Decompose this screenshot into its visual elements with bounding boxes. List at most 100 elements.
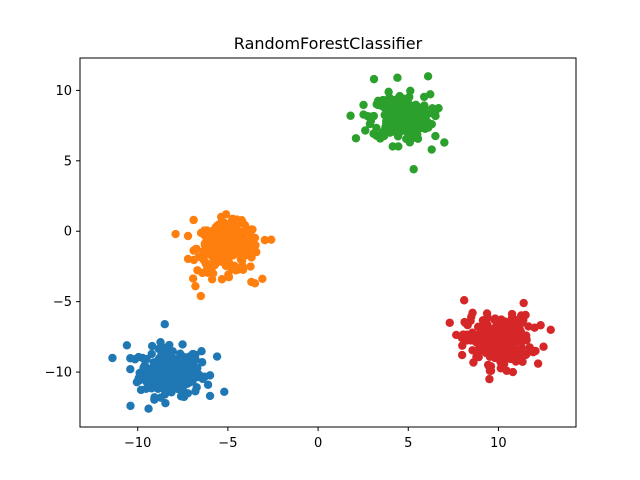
y-tick-label: 5: [64, 154, 72, 169]
data-point: [399, 123, 408, 132]
data-point: [143, 373, 152, 382]
data-point: [380, 103, 389, 113]
data-point: [539, 342, 548, 351]
data-point: [138, 353, 147, 363]
data-point: [250, 279, 260, 288]
data-point: [230, 264, 239, 274]
data-point: [394, 142, 403, 151]
data-point: [258, 274, 267, 283]
data-point: [162, 365, 172, 374]
data-point: [194, 252, 204, 262]
data-point: [376, 134, 385, 143]
data-point: [196, 291, 206, 301]
data-point: [499, 359, 509, 369]
series-3: [445, 296, 555, 384]
data-point: [490, 324, 499, 333]
x-tick-label: 0: [314, 436, 322, 451]
data-point: [188, 274, 198, 283]
data-point: [520, 335, 530, 345]
data-point: [484, 337, 494, 346]
points-layer: [108, 72, 555, 413]
data-point: [170, 379, 180, 389]
x-axis: −10 −5 0 5 10: [124, 427, 507, 451]
data-point: [152, 379, 161, 388]
data-point: [485, 366, 495, 375]
data-point: [159, 384, 169, 394]
data-point: [407, 120, 416, 129]
data-point: [232, 215, 242, 224]
series-2: [346, 72, 449, 174]
data-point: [191, 281, 200, 291]
data-point: [122, 341, 132, 350]
data-point: [212, 242, 222, 251]
data-point: [203, 240, 212, 249]
data-point: [246, 262, 255, 271]
data-point: [422, 120, 431, 130]
data-point: [517, 343, 527, 353]
data-point: [222, 256, 231, 265]
data-point: [420, 101, 429, 110]
data-point: [378, 95, 388, 105]
data-point: [346, 111, 355, 120]
data-point: [212, 352, 222, 361]
data-point: [203, 380, 213, 389]
data-point: [533, 359, 543, 368]
data-point: [430, 108, 440, 118]
data-point: [163, 349, 172, 359]
data-point: [391, 113, 401, 122]
data-point: [491, 340, 500, 350]
data-point: [167, 356, 176, 366]
data-point: [212, 235, 221, 245]
data-point: [400, 104, 409, 113]
data-point: [369, 129, 378, 138]
data-point: [512, 353, 522, 363]
data-point: [471, 337, 481, 347]
data-point: [205, 391, 215, 401]
data-point: [220, 387, 229, 396]
data-point: [150, 395, 159, 404]
data-point: [359, 100, 368, 110]
data-point: [197, 347, 206, 356]
data-point: [156, 393, 166, 402]
data-point: [483, 314, 492, 323]
data-point: [398, 98, 407, 107]
data-point: [529, 347, 538, 357]
data-point: [224, 272, 234, 282]
y-tick-label: −5: [53, 295, 72, 310]
data-point: [384, 112, 393, 121]
data-point: [183, 231, 193, 241]
data-point: [440, 138, 449, 147]
data-point: [189, 215, 198, 225]
data-point: [240, 220, 250, 230]
data-point: [147, 341, 157, 351]
data-point: [191, 387, 200, 396]
x-tick-label: 5: [404, 436, 412, 451]
data-point: [229, 249, 239, 258]
data-point: [489, 331, 499, 340]
data-point: [359, 110, 368, 119]
data-point: [237, 256, 247, 266]
data-point: [126, 354, 135, 363]
data-point: [519, 298, 528, 308]
data-point: [172, 372, 181, 381]
data-point: [191, 364, 200, 373]
data-point: [228, 224, 237, 234]
data-point: [243, 250, 253, 259]
data-point: [165, 340, 174, 350]
data-point: [458, 341, 467, 350]
data-point: [191, 355, 200, 365]
axes-frame: [79, 57, 577, 428]
data-point: [493, 317, 502, 326]
data-point: [156, 337, 165, 347]
data-point: [245, 236, 255, 246]
data-point: [494, 348, 504, 357]
data-point: [365, 119, 375, 129]
data-point: [108, 353, 117, 363]
data-point: [179, 392, 189, 402]
data-point: [522, 349, 531, 358]
data-point: [536, 321, 545, 330]
data-point: [182, 359, 191, 368]
data-point: [469, 358, 478, 367]
x-tick-label: −10: [124, 436, 151, 451]
data-point: [427, 145, 436, 154]
